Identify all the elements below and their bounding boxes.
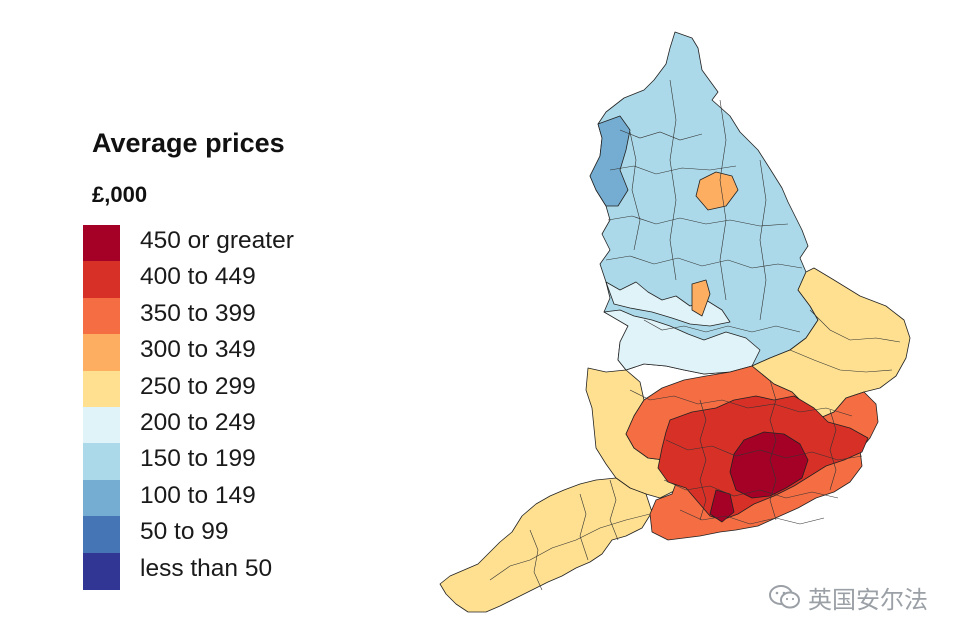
wechat-icon <box>769 585 800 609</box>
district-boundary <box>669 79 677 281</box>
district-boundary <box>629 389 853 417</box>
district-boundary <box>529 529 543 591</box>
legend-swatch <box>83 443 120 481</box>
legend-label: 200 to 249 <box>140 408 256 436</box>
legend-label: 150 to 199 <box>140 445 256 473</box>
district-boundary <box>619 129 703 141</box>
district-boundary <box>719 99 727 301</box>
district-boundary <box>607 215 789 227</box>
district-boundary <box>643 319 801 333</box>
legend-item: 150 to 199 <box>83 443 413 481</box>
district-boundary <box>579 493 589 561</box>
district-boundary <box>809 309 901 343</box>
legend-item: 350 to 399 <box>83 297 413 335</box>
legend-swatch <box>83 334 120 372</box>
map-region-yorkshire-patch <box>691 171 739 317</box>
district-boundary <box>663 479 839 499</box>
watermark: 英国安尔法 <box>768 582 928 614</box>
watermark-text: 英国安尔法 <box>808 586 928 614</box>
district-boundary <box>489 513 651 581</box>
district-boundary <box>609 479 619 541</box>
legend-label: 100 to 149 <box>140 481 256 509</box>
legend-item: 100 to 149 <box>83 479 413 517</box>
legend-title: Average prices <box>92 128 285 158</box>
legend-item: 50 to 99 <box>83 516 413 554</box>
legend-item: 300 to 349 <box>83 334 413 372</box>
district-boundary <box>609 165 737 175</box>
legend-swatch <box>83 406 120 444</box>
legend-swatch <box>83 552 120 590</box>
legend-item: 400 to 449 <box>83 261 413 299</box>
district-boundary <box>789 349 893 373</box>
legend-item: 200 to 249 <box>83 406 413 444</box>
legend-label: 300 to 349 <box>140 336 256 364</box>
map-region-northwest-coast <box>589 115 631 207</box>
district-boundary <box>699 399 707 521</box>
district-boundary <box>769 379 777 521</box>
legend-label: 400 to 449 <box>140 263 256 291</box>
legend-label: 350 to 399 <box>140 299 256 327</box>
district-boundary <box>679 509 825 525</box>
district-boundary <box>629 131 641 251</box>
legend-swatch <box>83 225 120 262</box>
legend-label: less than 50 <box>140 554 273 582</box>
map-legend: Average prices £,000 450 or greater 400 t… <box>0 0 420 640</box>
legend-item: less than 50 <box>83 552 413 590</box>
england-choropleth-map <box>439 31 911 613</box>
legend-unit: £,000 <box>92 182 148 207</box>
district-boundary <box>605 255 803 269</box>
legend-label: 450 or greater <box>140 227 294 254</box>
legend-label: 250 to 299 <box>140 372 256 400</box>
legend-swatch <box>83 370 120 408</box>
legend-swatch <box>83 516 120 554</box>
legend-list: 450 or greater 400 to 449 350 to 399 300 to… <box>83 225 413 590</box>
legend-swatch <box>83 261 120 299</box>
legend-swatch <box>83 479 120 517</box>
legend-item: 450 or greater <box>83 225 413 262</box>
legend-item: 250 to 299 <box>83 370 413 408</box>
district-boundary <box>829 409 837 491</box>
map-region-southwest <box>439 477 653 613</box>
district-boundary <box>665 439 863 461</box>
legend-swatch <box>83 297 120 335</box>
legend-label: 50 to 99 <box>140 518 229 546</box>
district-boundary <box>759 159 767 321</box>
